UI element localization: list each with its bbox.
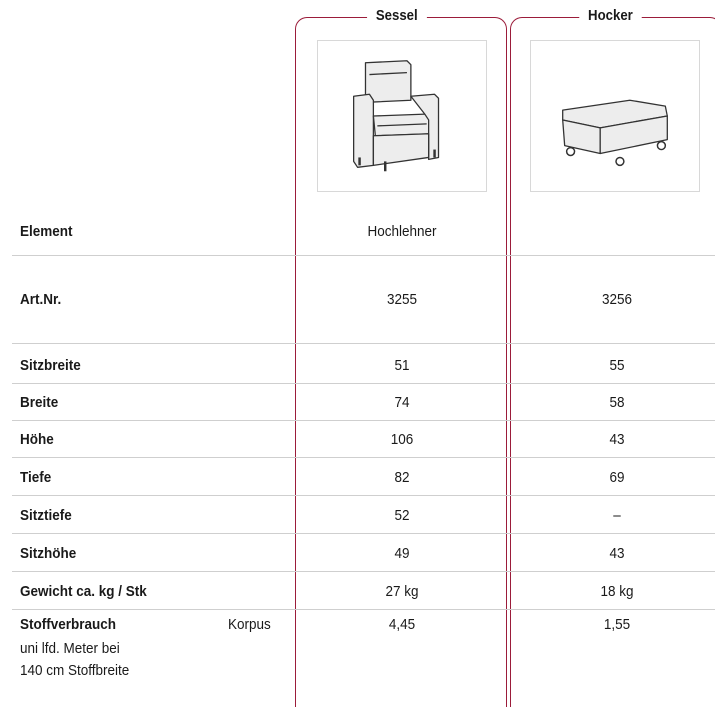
row-divider: [12, 457, 715, 458]
row-label: Sitzbreite: [20, 357, 81, 374]
row-divider: [12, 609, 715, 610]
row-divider: [12, 495, 715, 496]
row-divider: [12, 343, 715, 344]
row-divider: [12, 533, 715, 534]
recliner-armchair-drawing: [353, 60, 440, 172]
sessel-value: Hochlehner: [367, 223, 437, 240]
hocker-value: 43: [609, 545, 625, 562]
sessel-value: 4,45: [388, 616, 416, 633]
sessel-value: 82: [394, 469, 410, 486]
ottoman-on-casters-drawing: [562, 99, 668, 167]
stoff-sub-label-2: 140 cm Stoffbreite: [20, 662, 130, 679]
sessel-column-title: Sessel: [367, 7, 427, 24]
row-label: Stoffverbrauch: [20, 616, 117, 633]
sessel-value: 49: [394, 545, 410, 562]
hocker-value: 55: [609, 357, 625, 374]
sessel-value: 51: [394, 357, 410, 374]
row-divider: [12, 255, 715, 256]
hocker-value: 58: [609, 394, 625, 411]
row-label: Tiefe: [20, 469, 52, 486]
sessel-value: 52: [394, 507, 410, 524]
row-label: Sitzhöhe: [20, 545, 77, 562]
hocker-value: 69: [609, 469, 625, 486]
row-label: Gewicht ca. kg / Stk: [20, 583, 147, 600]
hocker-image: [530, 40, 700, 192]
hocker-value: 18 kg: [600, 583, 634, 600]
row-label: Element: [20, 223, 73, 240]
sessel-value: 27 kg: [385, 583, 419, 600]
hocker-column-title: Hocker: [579, 7, 642, 24]
hocker-value: 43: [609, 431, 625, 448]
sessel-value: 74: [394, 394, 410, 411]
sessel-value: 3255: [386, 291, 418, 308]
row-divider: [12, 420, 715, 421]
hocker-value: 3256: [601, 291, 633, 308]
row-label: Sitztiefe: [20, 507, 72, 524]
sessel-image: [317, 40, 487, 192]
sessel-value: 106: [390, 431, 414, 448]
stoff-sub-label-1: uni lfd. Meter bei: [20, 640, 120, 657]
row-divider: [12, 571, 715, 572]
row-label: Höhe: [20, 431, 54, 448]
row-divider: [12, 383, 715, 384]
korpus-label: Korpus: [228, 616, 271, 633]
row-label: Art.Nr.: [20, 291, 62, 308]
hocker-value: 1,55: [603, 616, 631, 633]
hocker-value: –: [613, 507, 621, 524]
row-label: Breite: [20, 394, 59, 411]
